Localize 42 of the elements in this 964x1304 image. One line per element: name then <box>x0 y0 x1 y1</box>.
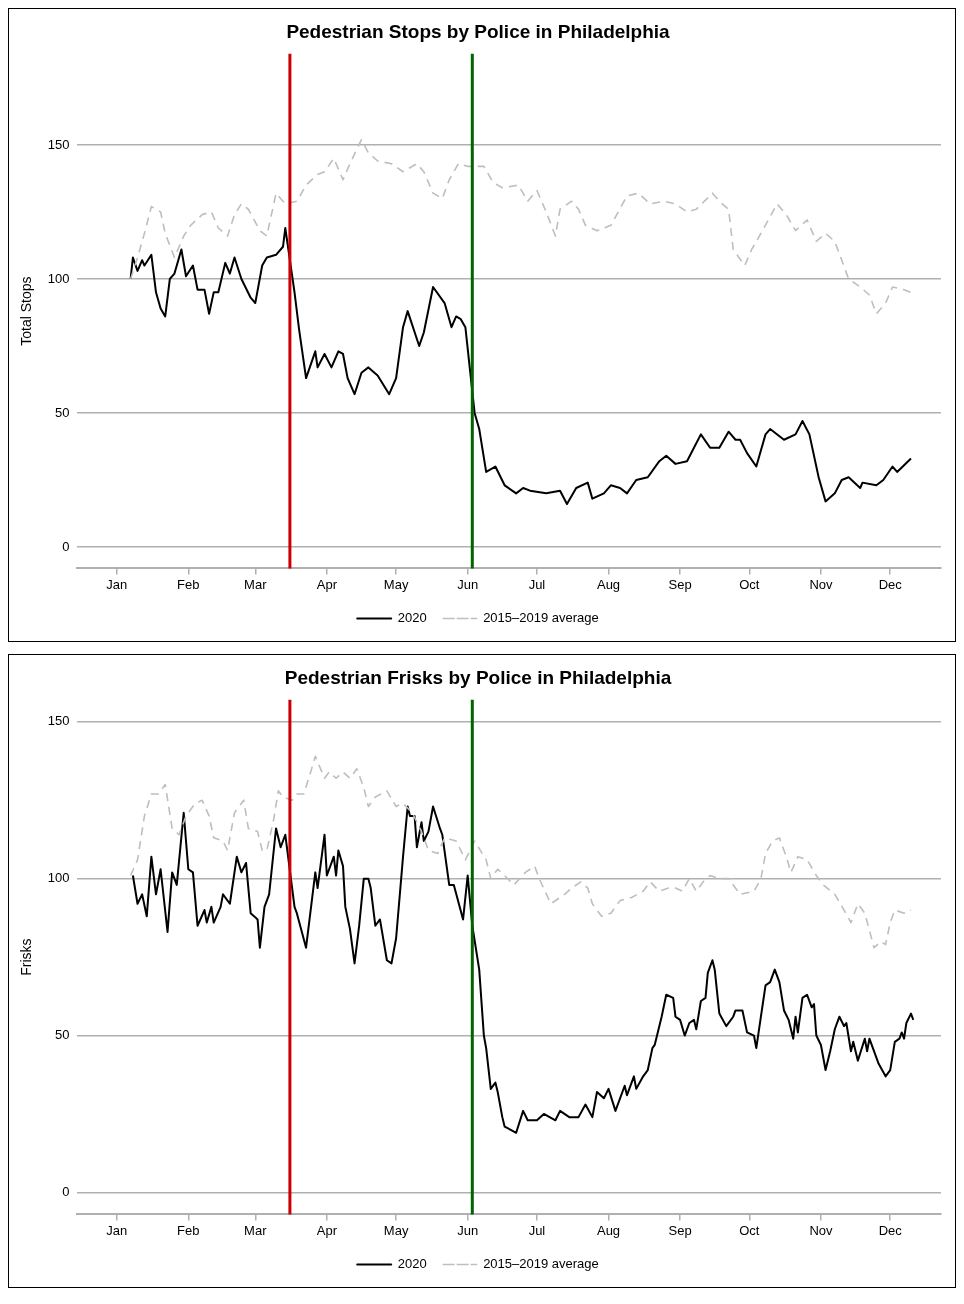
x-tick-label: Apr <box>316 1222 338 1238</box>
y-tick-label: 100 <box>47 270 70 286</box>
chart-title: Pedestrian Frisks by Police in Philadelphia <box>284 666 672 688</box>
x-tick-label: Oct <box>739 576 760 592</box>
x-tick-label: Dec <box>878 576 903 592</box>
legend-label: 2015–2019 average <box>483 610 599 626</box>
x-tick-label: Feb <box>177 576 200 592</box>
y-axis-title: Total Stops <box>18 276 35 346</box>
y-tick-label: 0 <box>62 1184 70 1200</box>
legend-label: 2020 <box>397 1256 427 1272</box>
x-tick-label: Mar <box>244 1222 268 1238</box>
y-axis-title: Frisks <box>18 938 35 976</box>
line-series <box>129 138 912 315</box>
y-tick-label: 100 <box>47 870 70 886</box>
y-tick-label: 50 <box>55 1027 70 1043</box>
x-tick-label: Nov <box>809 576 833 592</box>
x-tick-label: Aug <box>596 576 621 592</box>
x-tick-label: May <box>383 1222 409 1238</box>
x-tick-label: Sep <box>668 576 692 592</box>
x-tick-label: Apr <box>316 576 338 592</box>
legend-label: 2020 <box>397 610 427 626</box>
x-tick-label: Jul <box>528 576 546 592</box>
x-tick-label: Mar <box>244 576 268 592</box>
y-tick-label: 0 <box>62 538 70 554</box>
x-tick-label: Feb <box>177 1222 200 1238</box>
x-tick-label: Sep <box>668 1222 692 1238</box>
x-tick-label: Jul <box>528 1222 546 1238</box>
x-tick-label: Aug <box>596 1222 621 1238</box>
legend-label: 2015–2019 average <box>483 1256 599 1272</box>
x-tick-label: Jun <box>457 576 479 592</box>
line-series <box>129 755 912 949</box>
x-tick-label: Oct <box>739 1222 760 1238</box>
y-tick-label: 150 <box>47 136 70 152</box>
chart-title: Pedestrian Stops by Police in Philadelphia <box>286 20 671 42</box>
x-tick-label: Jun <box>457 1222 479 1238</box>
y-tick-label: 150 <box>47 713 70 729</box>
x-tick-label: Dec <box>878 1222 903 1238</box>
x-tick-label: Nov <box>809 1222 833 1238</box>
x-tick-label: Jan <box>106 576 128 592</box>
y-tick-label: 50 <box>55 404 70 420</box>
x-tick-label: Jan <box>106 1222 128 1238</box>
x-tick-label: May <box>383 576 409 592</box>
